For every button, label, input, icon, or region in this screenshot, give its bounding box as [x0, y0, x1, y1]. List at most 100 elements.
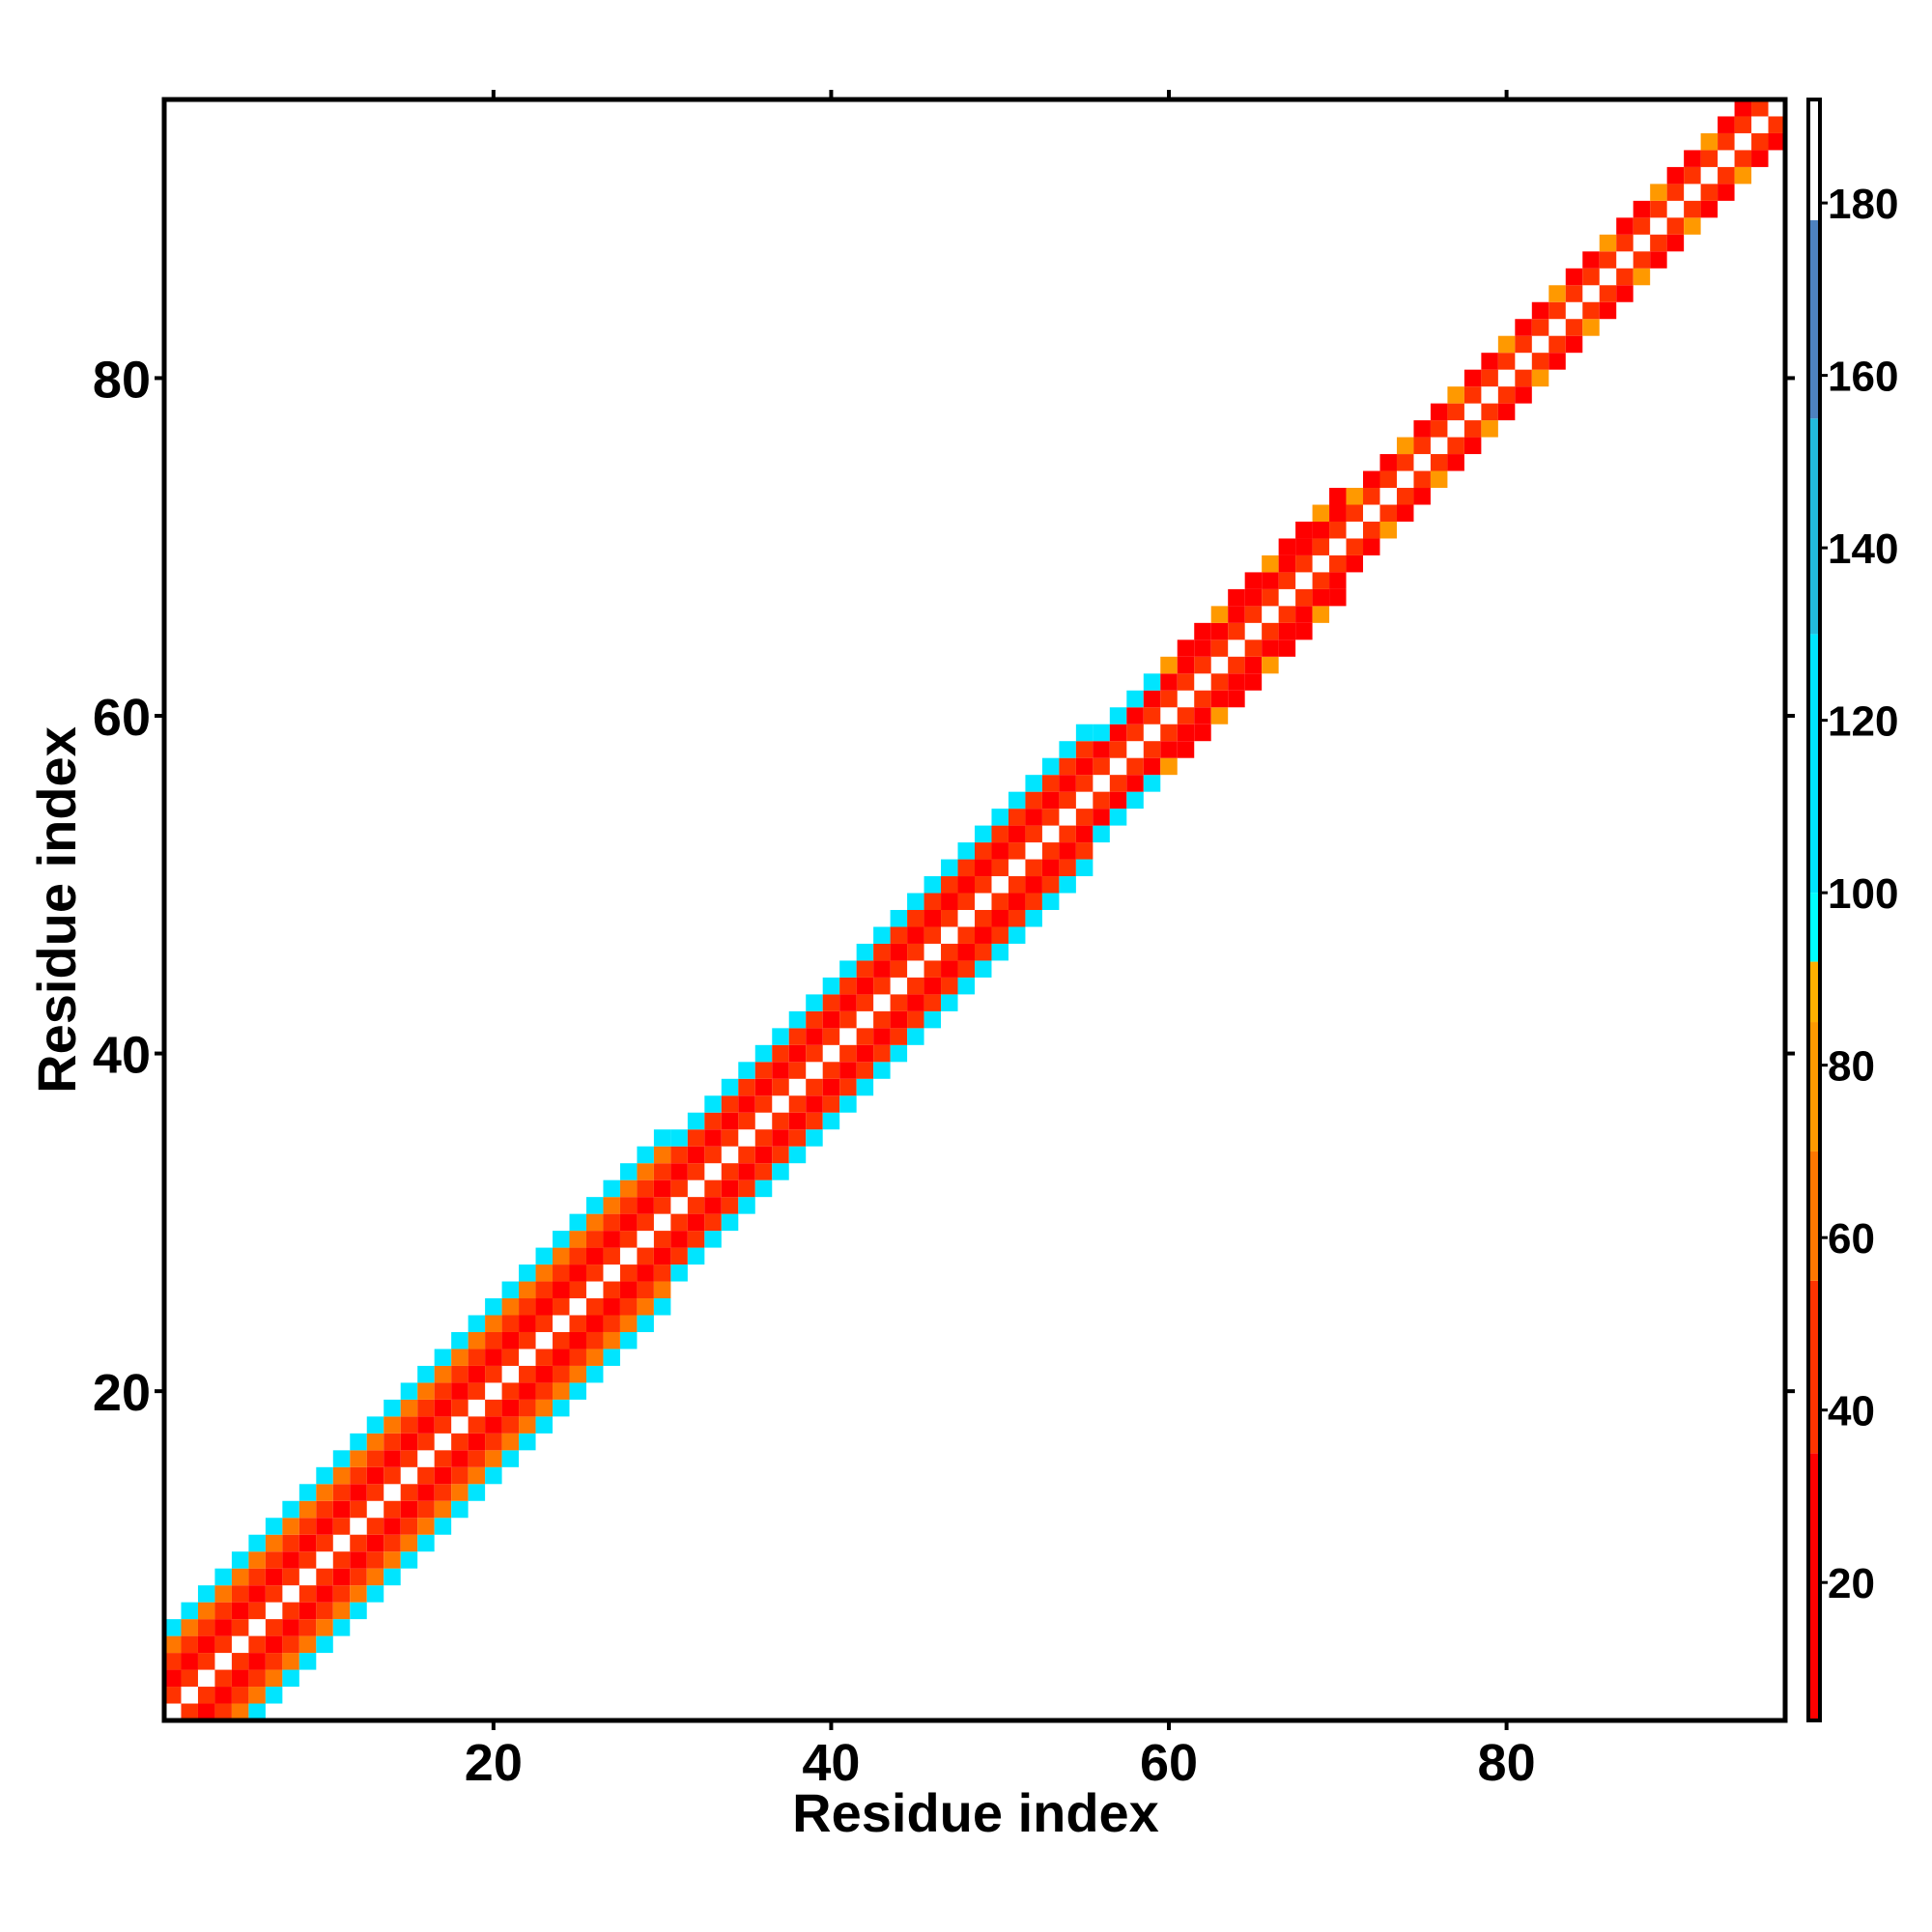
- heatmap-cell: [501, 1399, 520, 1417]
- heatmap-cell: [975, 876, 992, 894]
- heatmap-cell: [569, 1247, 586, 1265]
- heatmap-cell: [1075, 775, 1094, 792]
- heatmap-cell: [1228, 673, 1245, 691]
- heatmap-cell: [653, 1281, 671, 1299]
- heatmap-cell: [653, 1264, 671, 1282]
- heatmap-cell: [704, 1231, 722, 1248]
- y-tick-label: 20: [93, 1364, 151, 1422]
- heatmap-cell: [298, 1602, 317, 1620]
- heatmap-cell: [1295, 588, 1313, 607]
- heatmap-cell: [1768, 116, 1785, 133]
- heatmap-cell: [941, 994, 958, 1011]
- heatmap-cell: [417, 1399, 435, 1417]
- heatmap-cell: [501, 1450, 520, 1467]
- heatmap-cell: [670, 1231, 688, 1248]
- heatmap-cell: [248, 1585, 266, 1603]
- heatmap-cell: [468, 1466, 486, 1485]
- heatmap-cell: [1700, 200, 1719, 218]
- heatmap-cell: [1160, 690, 1178, 708]
- heatmap-cell: [637, 1281, 654, 1299]
- heatmap-cell: [366, 1433, 384, 1451]
- heatmap-cell: [1515, 335, 1532, 354]
- heatmap-cell: [907, 977, 924, 995]
- heatmap-cell: [670, 1247, 688, 1265]
- heatmap-cell: [1616, 217, 1634, 235]
- heatmap-cell: [721, 1129, 739, 1147]
- heatmap-cell: [1329, 554, 1347, 573]
- heatmap-cell: [991, 809, 1009, 826]
- heatmap-cell: [721, 1213, 739, 1232]
- heatmap-cell: [1093, 825, 1110, 843]
- heatmap-cell: [451, 1399, 469, 1417]
- heatmap-cell: [1160, 757, 1178, 776]
- heatmap-cell: [1160, 673, 1178, 691]
- heatmap-cell: [1160, 741, 1178, 758]
- heatmap-cell: [1531, 319, 1549, 336]
- heatmap-cell: [1515, 369, 1532, 387]
- heatmap-cell: [873, 977, 891, 995]
- heatmap-cell: [553, 1298, 570, 1316]
- heatmap-cell: [535, 1416, 554, 1434]
- colorbar-segment: [1808, 99, 1820, 220]
- heatmap-cell: [923, 994, 942, 1011]
- heatmap-cell: [282, 1669, 299, 1688]
- heatmap-cell: [316, 1568, 333, 1586]
- heatmap-cell: [366, 1534, 384, 1552]
- heatmap-cell: [754, 1062, 773, 1079]
- heatmap-cell: [417, 1500, 435, 1519]
- heatmap-cell: [485, 1331, 502, 1350]
- heatmap-cell: [332, 1484, 351, 1501]
- heatmap-cell: [806, 1010, 823, 1029]
- heatmap-cell: [923, 910, 942, 927]
- heatmap-cell: [1126, 757, 1144, 776]
- heatmap-cell: [535, 1315, 554, 1332]
- heatmap-cell: [248, 1602, 266, 1620]
- heatmap-cell: [806, 1112, 823, 1130]
- heatmap-cell: [941, 960, 958, 978]
- heatmap-cell: [1228, 588, 1245, 607]
- heatmap-cell: [384, 1450, 401, 1467]
- colorbar-tick-label: 160: [1828, 354, 1898, 401]
- heatmap-cell: [1430, 420, 1448, 438]
- heatmap-cell: [1430, 470, 1448, 489]
- heatmap-cell: [231, 1669, 249, 1688]
- heatmap-cell: [1262, 639, 1279, 657]
- heatmap-cell: [350, 1534, 367, 1552]
- heatmap-cell: [1194, 639, 1211, 657]
- heatmap-cell: [907, 910, 924, 927]
- heatmap-cell: [1228, 622, 1245, 640]
- heatmap-cell: [1396, 437, 1414, 455]
- heatmap-cell: [1244, 673, 1263, 691]
- heatmap-cell: [298, 1500, 317, 1519]
- heatmap-cell: [553, 1382, 570, 1400]
- heatmap-cell: [907, 994, 924, 1011]
- heatmap-cell: [603, 1315, 620, 1332]
- heatmap-cell: [197, 1585, 215, 1603]
- heatmap-cell: [1008, 876, 1026, 894]
- heatmap-cell: [282, 1602, 299, 1620]
- heatmap-cell: [1295, 622, 1313, 640]
- heatmap-cell: [400, 1433, 418, 1451]
- heatmap-cell: [856, 943, 874, 961]
- heatmap-cell: [856, 1044, 874, 1063]
- heatmap-cell: [1565, 335, 1583, 354]
- heatmap-cell: [1109, 775, 1127, 792]
- heatmap-cell: [1734, 99, 1752, 117]
- colorbar-tick-label: 100: [1828, 870, 1898, 918]
- heatmap-cell: [298, 1653, 317, 1670]
- heatmap-cell: [619, 1213, 638, 1232]
- heatmap-cell: [332, 1619, 351, 1636]
- heatmap-cell: [553, 1399, 570, 1417]
- heatmap-cell: [1379, 504, 1397, 522]
- colorbar-segment: [1808, 961, 1820, 1023]
- heatmap-cell: [975, 842, 992, 860]
- heatmap-cell: [1413, 470, 1431, 489]
- heatmap-cell: [754, 1146, 773, 1164]
- heatmap-cell: [873, 1028, 891, 1045]
- heatmap-cell: [822, 1062, 840, 1079]
- heatmap-cell: [738, 1112, 755, 1130]
- heatmap-cell: [501, 1315, 520, 1332]
- heatmap-cell: [214, 1568, 232, 1586]
- heatmap-cell: [603, 1281, 620, 1299]
- heatmap-cell: [822, 1112, 840, 1130]
